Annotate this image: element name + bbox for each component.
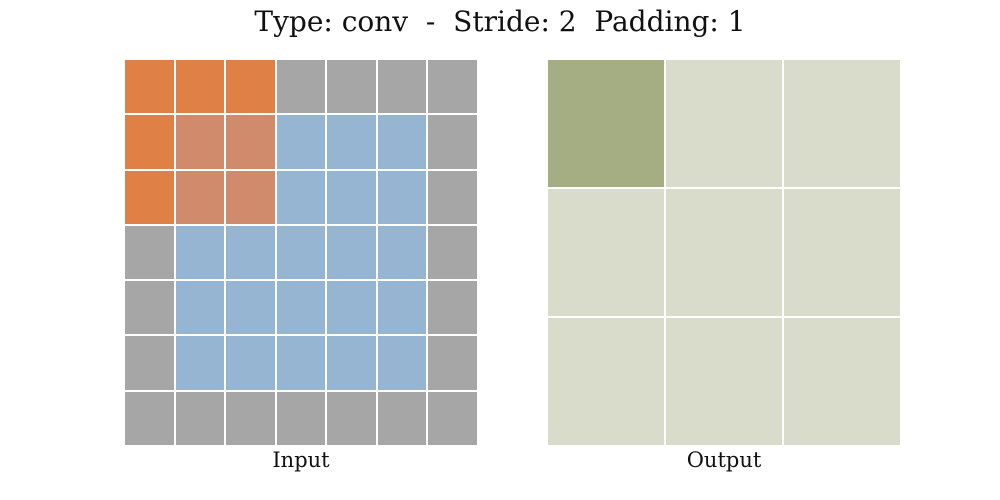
input-cell-input xyxy=(327,170,376,224)
input-cell-padding xyxy=(327,391,376,445)
input-cell-kernel-on-padding xyxy=(175,60,225,114)
input-cell-padding xyxy=(428,60,477,114)
input-cell-padding xyxy=(377,60,427,114)
input-cell-padding xyxy=(276,60,326,114)
input-cell-padding xyxy=(428,225,477,280)
input-label: Input xyxy=(272,448,330,472)
input-cell-input xyxy=(276,225,326,280)
output-cell-output xyxy=(784,189,900,316)
input-cell-padding xyxy=(428,336,477,390)
input-cell-input xyxy=(377,336,427,390)
input-cell-input xyxy=(175,281,225,335)
input-cell-padding xyxy=(428,170,477,224)
input-grid xyxy=(125,60,477,445)
input-cell-kernel-on-input xyxy=(226,170,275,224)
output-cell-output xyxy=(666,189,782,316)
output-cell-output-active xyxy=(548,60,664,187)
output-cell-output xyxy=(784,318,900,445)
input-cell-input xyxy=(276,170,326,224)
input-cell-kernel-on-padding xyxy=(125,115,174,169)
input-cell-padding xyxy=(428,281,477,335)
input-cell-input xyxy=(175,336,225,390)
input-cell-input xyxy=(226,336,275,390)
input-cell-input xyxy=(327,336,376,390)
input-cell-padding xyxy=(175,391,225,445)
input-cell-kernel-on-padding xyxy=(125,60,174,114)
input-cell-padding xyxy=(125,391,174,445)
input-cell-padding xyxy=(428,115,477,169)
output-grid xyxy=(548,60,900,445)
diagram-title: Type: conv - Stride: 2 Padding: 1 xyxy=(254,5,746,38)
input-cell-input xyxy=(327,225,376,280)
input-cell-input xyxy=(226,225,275,280)
input-cell-input xyxy=(276,336,326,390)
input-cell-input xyxy=(175,225,225,280)
input-cell-padding xyxy=(428,391,477,445)
input-cell-kernel-on-input xyxy=(226,115,275,169)
input-cell-padding xyxy=(377,391,427,445)
input-cell-kernel-on-input xyxy=(175,170,225,224)
output-cell-output xyxy=(784,60,900,187)
input-cell-input xyxy=(327,281,376,335)
input-cell-kernel-on-padding xyxy=(125,170,174,224)
output-cell-output xyxy=(548,189,664,316)
input-cell-input xyxy=(226,281,275,335)
input-cell-input xyxy=(377,115,427,169)
output-label: Output xyxy=(686,448,762,472)
input-cell-input xyxy=(276,115,326,169)
input-cell-padding xyxy=(125,336,174,390)
input-cell-input xyxy=(377,281,427,335)
input-cell-input xyxy=(377,170,427,224)
input-cell-padding xyxy=(327,60,376,114)
input-cell-kernel-on-padding xyxy=(226,60,275,114)
input-cell-padding xyxy=(226,391,275,445)
input-cell-padding xyxy=(125,281,174,335)
input-cell-input xyxy=(276,281,326,335)
output-cell-output xyxy=(548,318,664,445)
input-cell-padding xyxy=(276,391,326,445)
output-cell-output xyxy=(666,318,782,445)
input-cell-input xyxy=(327,115,376,169)
input-cell-padding xyxy=(125,225,174,280)
input-cell-kernel-on-input xyxy=(175,115,225,169)
input-cell-input xyxy=(377,225,427,280)
output-cell-output xyxy=(666,60,782,187)
